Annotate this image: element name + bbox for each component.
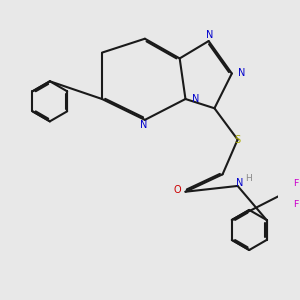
Text: H: H [245, 174, 252, 183]
Text: F: F [293, 200, 299, 208]
Text: N: N [192, 94, 199, 104]
Text: F: F [293, 179, 298, 188]
Text: F: F [299, 189, 300, 198]
Text: N: N [206, 30, 213, 40]
Text: N: N [236, 178, 244, 188]
Text: N: N [140, 120, 147, 130]
Text: N: N [238, 68, 245, 79]
Text: O: O [174, 185, 182, 195]
Text: S: S [235, 135, 241, 145]
